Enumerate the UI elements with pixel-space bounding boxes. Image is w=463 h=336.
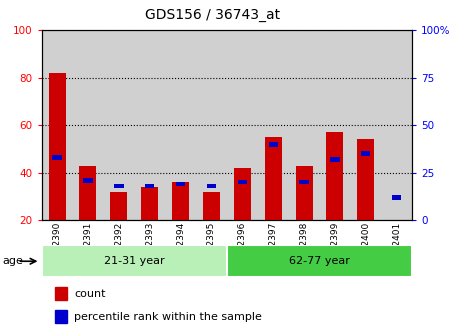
Text: GDS156 / 36743_at: GDS156 / 36743_at [145,8,281,23]
Bar [49,73,66,267]
Bar [238,180,247,184]
Text: count: count [75,289,106,299]
Bar [176,182,185,186]
Bar [83,178,93,182]
Bar [326,132,344,267]
Bar [269,142,278,146]
Bar [145,183,154,188]
Bar [110,192,127,267]
Bar [42,245,227,277]
Bar [330,157,339,162]
Bar [73,30,103,220]
Bar [300,180,309,184]
Bar [295,166,313,267]
Bar [42,30,73,220]
Bar [207,183,216,188]
Bar [288,30,319,220]
Bar [103,30,134,220]
Bar [134,30,165,220]
Bar [55,287,67,300]
Bar [141,187,158,267]
Bar [258,30,288,220]
Bar [55,310,67,323]
Bar [165,30,196,220]
Text: age: age [2,256,23,266]
Bar [357,139,374,267]
Bar [265,137,282,267]
Bar [392,195,401,200]
Text: percentile rank within the sample: percentile rank within the sample [75,312,262,322]
Bar [114,183,124,188]
Bar [52,155,62,160]
Text: 62-77 year: 62-77 year [289,256,350,266]
Bar [319,30,350,220]
Text: 21-31 year: 21-31 year [104,256,164,266]
Bar [196,30,227,220]
Bar [172,182,189,267]
Bar [80,166,96,267]
Bar [227,245,412,277]
Bar [381,30,412,220]
Bar [227,30,258,220]
Bar [234,168,251,267]
Bar [350,30,381,220]
Bar [361,151,370,156]
Bar [203,192,220,267]
Bar [388,220,405,267]
